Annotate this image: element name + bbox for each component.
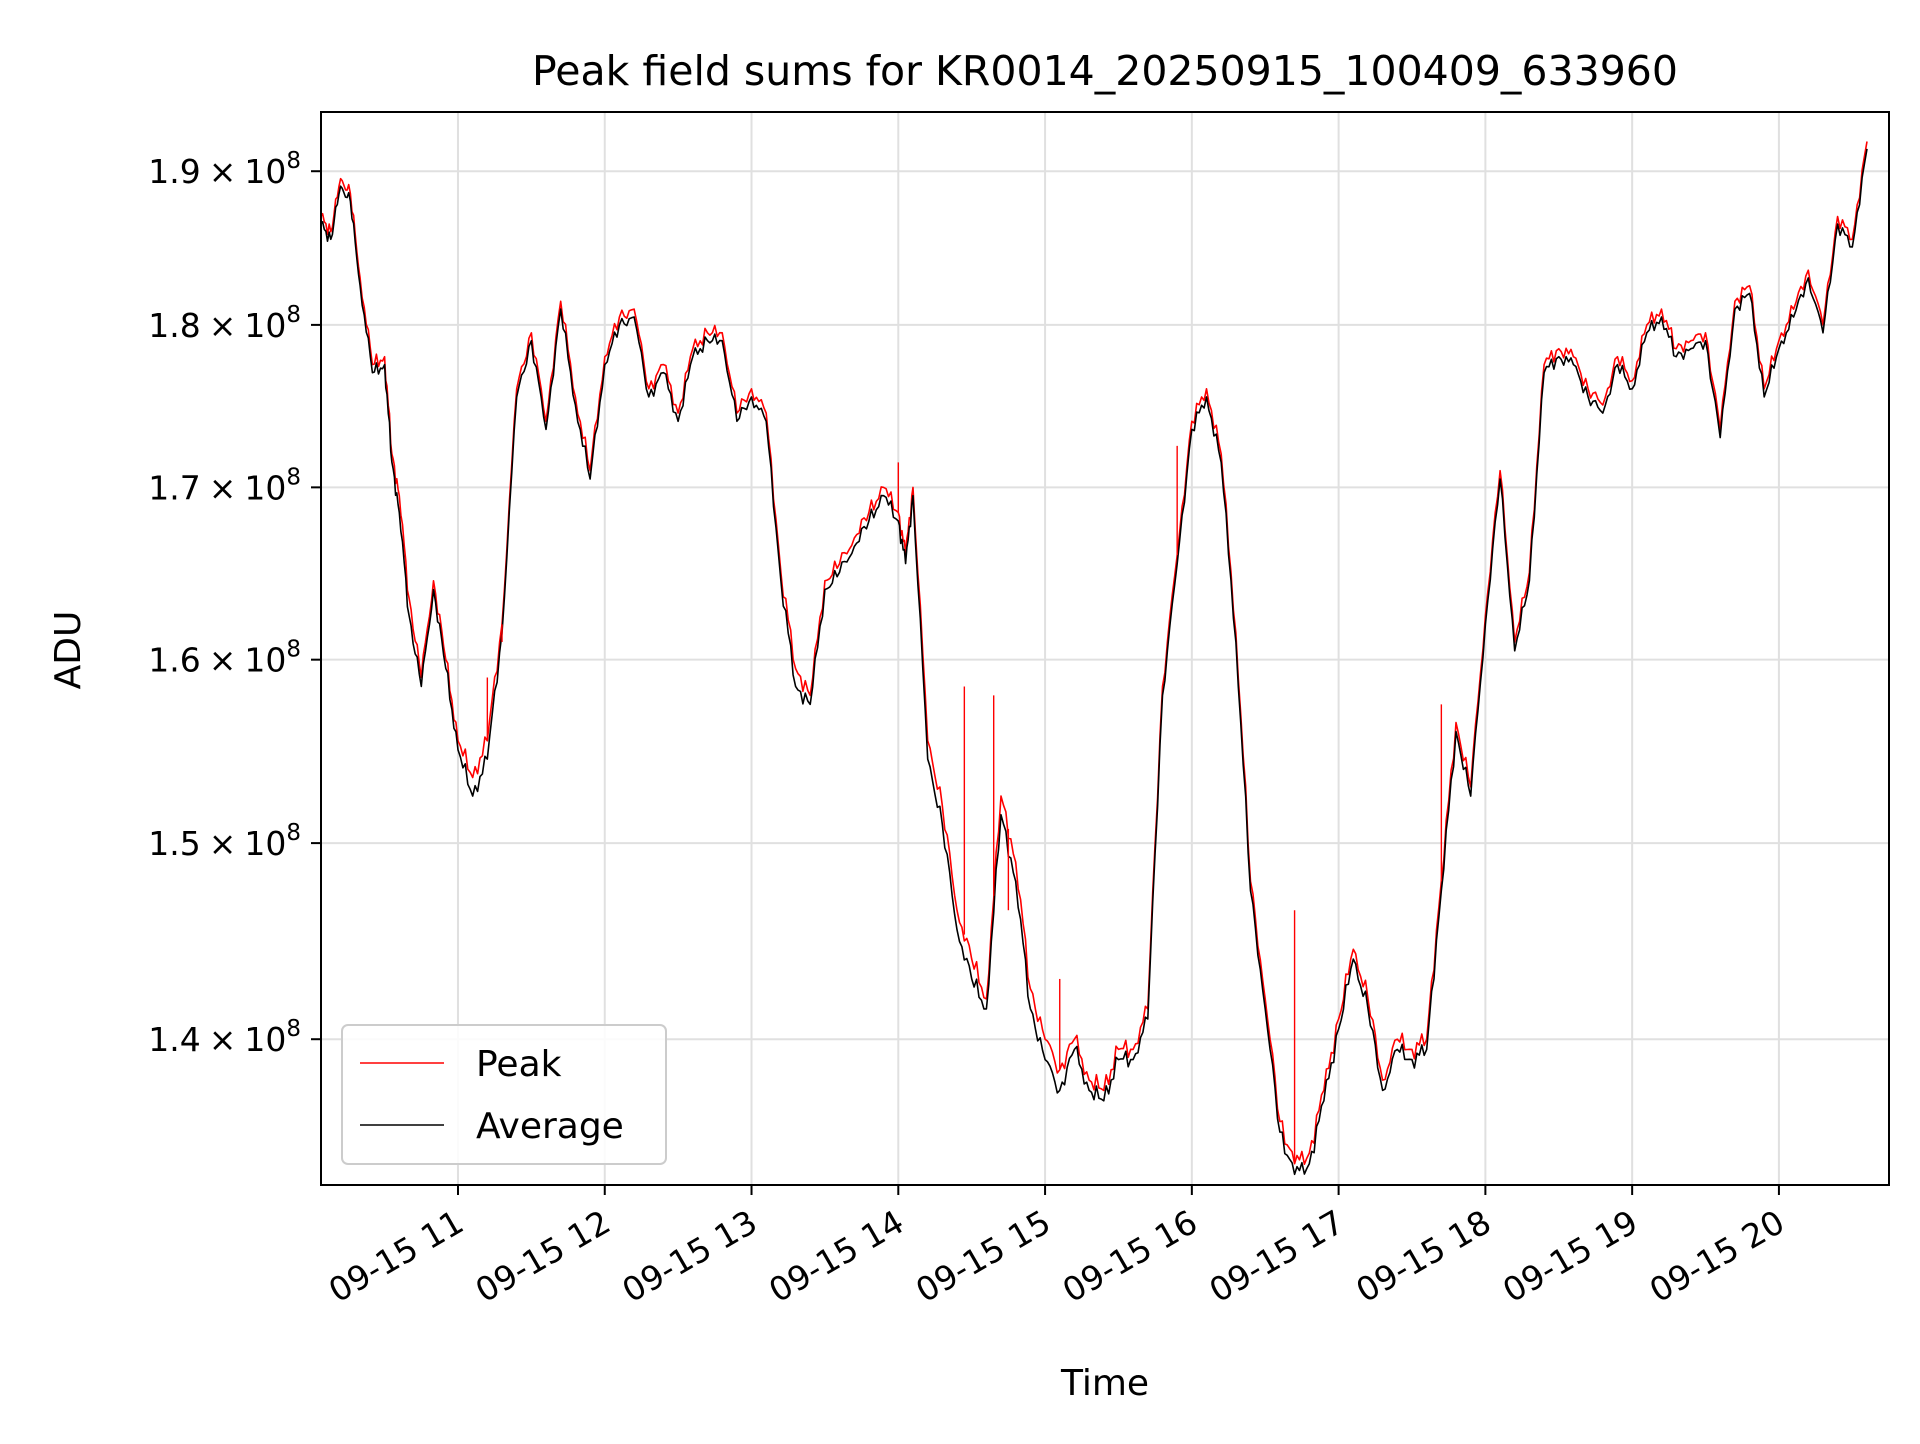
legend-box xyxy=(341,1024,667,1165)
y-tick-label: 1.5 × 108 xyxy=(148,820,301,863)
y-axis: 1.4 × 108 1.5 × 108 1.6 × 108 1.7 × 108 1.8 × 108 1.9 × 1… xyxy=(148,148,321,1059)
plot-area-frame xyxy=(320,111,1890,1186)
x-axis-label: Time xyxy=(1060,1363,1149,1404)
series-group xyxy=(320,141,1868,1176)
legend: Peak Average xyxy=(341,1024,667,1165)
chart-title: Peak field sums for KR0014_20250915_1004… xyxy=(532,47,1678,95)
y-tick-label: 1.4 × 108 xyxy=(148,1016,301,1059)
y-axis-label: ADU xyxy=(48,611,89,690)
grid xyxy=(321,112,1889,1185)
y-tick-label: 1.9 × 108 xyxy=(148,148,301,191)
y-tick-label: 1.8 × 108 xyxy=(148,302,301,345)
legend-label-peak: Peak xyxy=(476,1044,562,1085)
legend-label-average: Average xyxy=(476,1106,624,1147)
y-tick-label: 1.7 × 108 xyxy=(148,464,301,507)
series-line-average xyxy=(320,148,1868,1176)
y-tick-label: 1.6 × 108 xyxy=(148,637,301,680)
